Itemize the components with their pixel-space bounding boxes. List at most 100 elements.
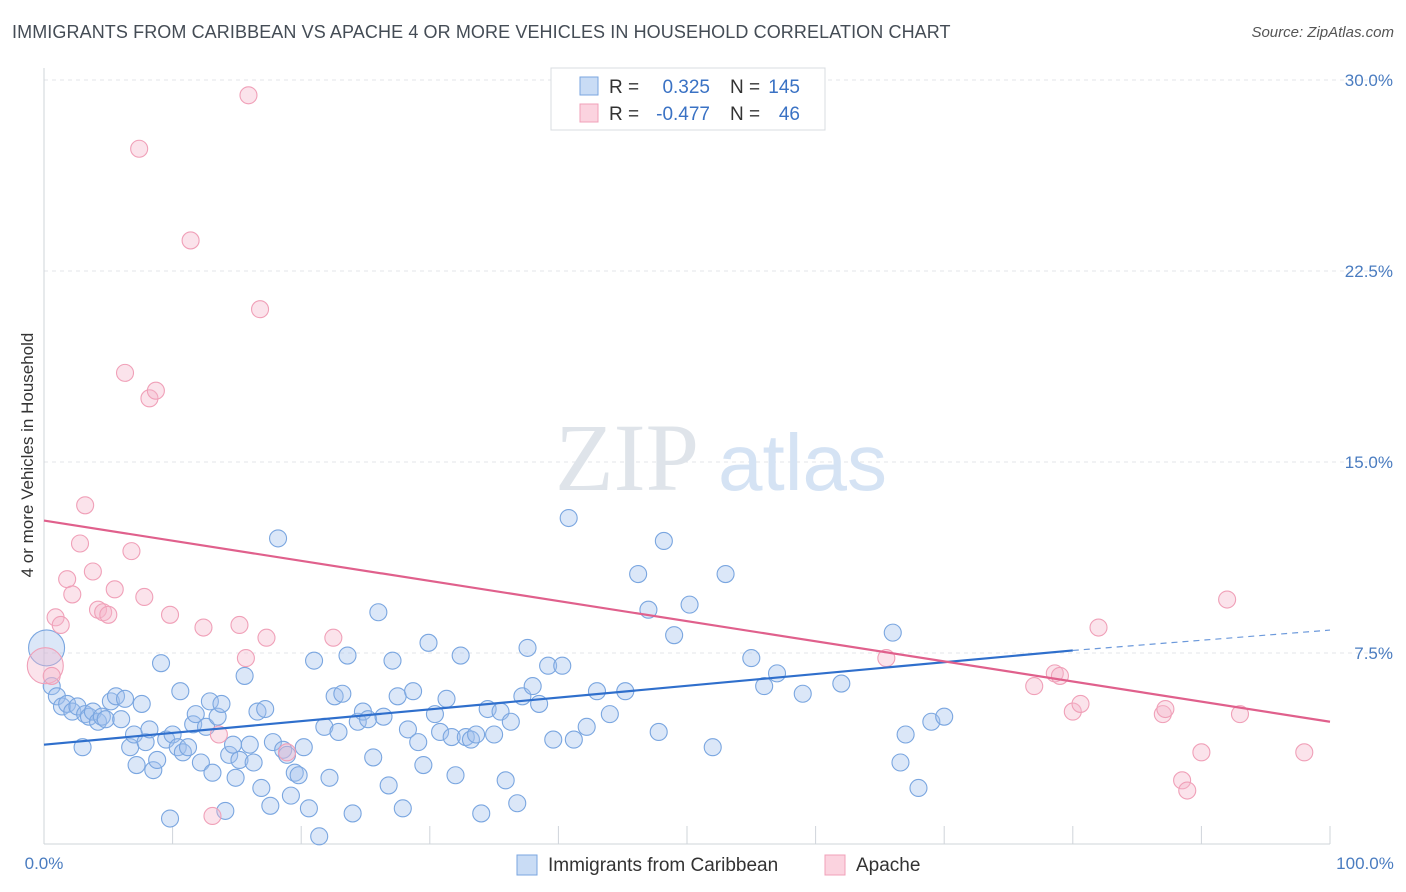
y-tick-label-0: 7.5%: [1354, 644, 1393, 663]
trend-line-apache: [43, 519, 1331, 723]
immigrants-point-17: [115, 689, 135, 708]
apache-point-13: [115, 363, 135, 382]
immigrants-point-36: [191, 753, 210, 772]
immigrants-point-21: [132, 694, 151, 713]
immigrants-point-61: [294, 738, 313, 757]
apache-point-17: [140, 389, 159, 408]
immigrants-point-95: [467, 725, 486, 744]
x-axis-ticks: [172, 826, 1331, 844]
immigrants-point-105: [523, 677, 542, 696]
apache-point-6: [70, 534, 90, 553]
immigrants-point-14: [101, 692, 120, 711]
immigrants-point-77: [374, 707, 393, 726]
immigrants-point-55: [269, 529, 288, 548]
apache-point-42: [1192, 743, 1211, 762]
apache-point-35: [1063, 702, 1082, 721]
apache-point-10: [94, 603, 113, 622]
immigrants-point-116: [629, 565, 648, 584]
immigrants-point-52: [256, 699, 275, 719]
apache-point-24: [230, 615, 249, 635]
immigrants-point-31: [171, 682, 190, 701]
apache-point-19: [160, 605, 180, 624]
immigrants-point-47: [235, 666, 254, 685]
immigrants-point-91: [446, 766, 465, 785]
immigrants-point-124: [742, 649, 761, 668]
apache-point-14: [122, 542, 141, 561]
immigrants-point-44: [223, 735, 243, 754]
immigrants-point-58: [281, 786, 300, 805]
immigrants-point-3: [52, 697, 72, 716]
immigrants-point-68: [329, 722, 348, 741]
immigrants-point-127: [793, 684, 812, 703]
immigrants-point-16: [112, 710, 131, 729]
legend-r-label-blue: R =: [609, 77, 639, 98]
immigrants-point-125: [755, 677, 774, 696]
apache-point-44: [1230, 705, 1250, 724]
apache-point-21: [194, 618, 213, 637]
immigrants-point-48: [240, 735, 259, 754]
apache-point-38: [1153, 705, 1172, 724]
apache-point-18: [146, 381, 165, 400]
immigrants-point-53: [261, 796, 280, 815]
legend-bottom: Immigrants from Caribbean Apache: [516, 854, 920, 876]
apache-point-16: [135, 587, 154, 607]
immigrants-point-109: [553, 656, 572, 675]
legend-n-value-pink: 46: [779, 104, 800, 125]
apache-point-37: [1089, 618, 1108, 637]
immigrants-point-113: [587, 682, 607, 701]
y-tick-label-2: 22.5%: [1345, 262, 1393, 281]
immigrants-point-132: [909, 778, 928, 798]
immigrants-point-84: [409, 733, 428, 752]
apache-point-41: [1178, 781, 1197, 800]
immigrants-point-25: [148, 750, 167, 770]
immigrants-point-134: [935, 707, 954, 726]
immigrants-point-92: [451, 646, 470, 665]
immigrants-point-83: [404, 682, 423, 701]
immigrants-point-112: [577, 717, 596, 736]
immigrants-point-89: [437, 689, 456, 708]
immigrants-point-64: [310, 827, 329, 846]
immigrants-point-7: [73, 738, 92, 757]
apache-point-9: [88, 600, 108, 619]
immigrants-point-33: [178, 738, 198, 757]
legend-bottom-swatch-pink: [824, 854, 846, 876]
immigrants-point-108: [544, 730, 563, 749]
immigrants-point-26: [151, 654, 171, 673]
immigrants-point-88: [431, 722, 450, 741]
apache-point-1: [42, 666, 61, 685]
immigrants-point-102: [508, 794, 527, 813]
series-immigrants-points: [28, 508, 954, 846]
immigrants-point-129: [883, 623, 902, 642]
y-axis-tick-labels: 7.5% 15.0% 22.5% 30.0%: [1345, 71, 1393, 663]
immigrants-point-114: [600, 705, 619, 724]
immigrants-point-119: [654, 531, 673, 550]
apache-point-32: [1025, 677, 1044, 696]
immigrants-point-30: [168, 738, 187, 757]
immigrants-point-46: [230, 750, 249, 770]
immigrants-point-72: [348, 712, 367, 731]
immigrants-point-1: [42, 677, 61, 696]
immigrants-point-41: [212, 694, 231, 713]
immigrants-point-80: [388, 687, 407, 706]
apache-point-5: [63, 585, 82, 604]
immigrants-point-35: [186, 705, 205, 724]
immigrants-point-94: [461, 730, 481, 749]
apache-point-27: [250, 300, 270, 319]
immigrants-point-66: [320, 768, 339, 787]
immigrants-point-104: [518, 638, 537, 657]
legend-r-value-blue: 0.325: [662, 77, 710, 98]
immigrants-point-120: [665, 626, 684, 645]
legend-n-value-blue: 145: [768, 77, 800, 98]
apache-point-28: [257, 628, 276, 647]
legend-bottom-label-blue: Immigrants from Caribbean: [548, 855, 778, 876]
trend-lines: [43, 519, 1331, 746]
immigrants-point-75: [364, 748, 383, 767]
apache-point-39: [1156, 699, 1175, 719]
immigrants-point-98: [485, 725, 504, 744]
immigrants-point-38: [200, 692, 219, 711]
immigrants-point-62: [299, 799, 318, 818]
y-tick-label-1: 15.0%: [1345, 453, 1393, 472]
immigrants-point-2: [47, 687, 66, 706]
apache-point-20: [181, 231, 200, 250]
